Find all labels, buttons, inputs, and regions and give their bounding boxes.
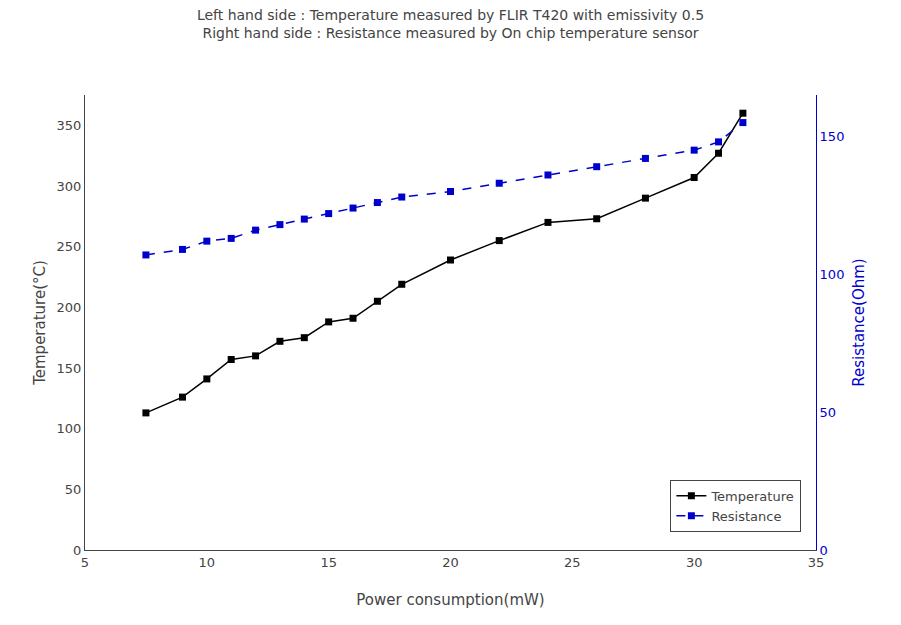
svg-text:100: 100 xyxy=(820,267,845,282)
svg-text:10: 10 xyxy=(199,555,216,570)
svg-text:250: 250 xyxy=(57,239,82,254)
svg-text:20: 20 xyxy=(442,555,459,570)
svg-text:Resistance(Ohm): Resistance(Ohm) xyxy=(850,258,868,386)
svg-text:150: 150 xyxy=(57,361,82,376)
svg-text:25: 25 xyxy=(564,555,581,570)
svg-text:0: 0 xyxy=(73,543,81,558)
svg-text:350: 350 xyxy=(57,118,82,133)
svg-text:15: 15 xyxy=(320,555,337,570)
svg-text:200: 200 xyxy=(57,300,82,315)
svg-text:Resistance: Resistance xyxy=(711,509,781,524)
svg-text:Left hand side : Temperature m: Left hand side : Temperature measured by… xyxy=(197,7,704,41)
svg-text:Temperature(°C): Temperature(°C) xyxy=(31,260,49,386)
svg-text:300: 300 xyxy=(57,179,82,194)
svg-text:Temperature: Temperature xyxy=(710,489,793,504)
svg-text:5: 5 xyxy=(81,555,89,570)
svg-text:30: 30 xyxy=(686,555,703,570)
svg-text:50: 50 xyxy=(820,405,837,420)
svg-text:100: 100 xyxy=(57,421,82,436)
svg-text:35: 35 xyxy=(808,555,825,570)
svg-text:Power consumption(mW): Power consumption(mW) xyxy=(356,591,544,609)
svg-text:50: 50 xyxy=(65,482,82,497)
svg-text:0: 0 xyxy=(820,543,828,558)
svg-text:150: 150 xyxy=(820,129,845,144)
